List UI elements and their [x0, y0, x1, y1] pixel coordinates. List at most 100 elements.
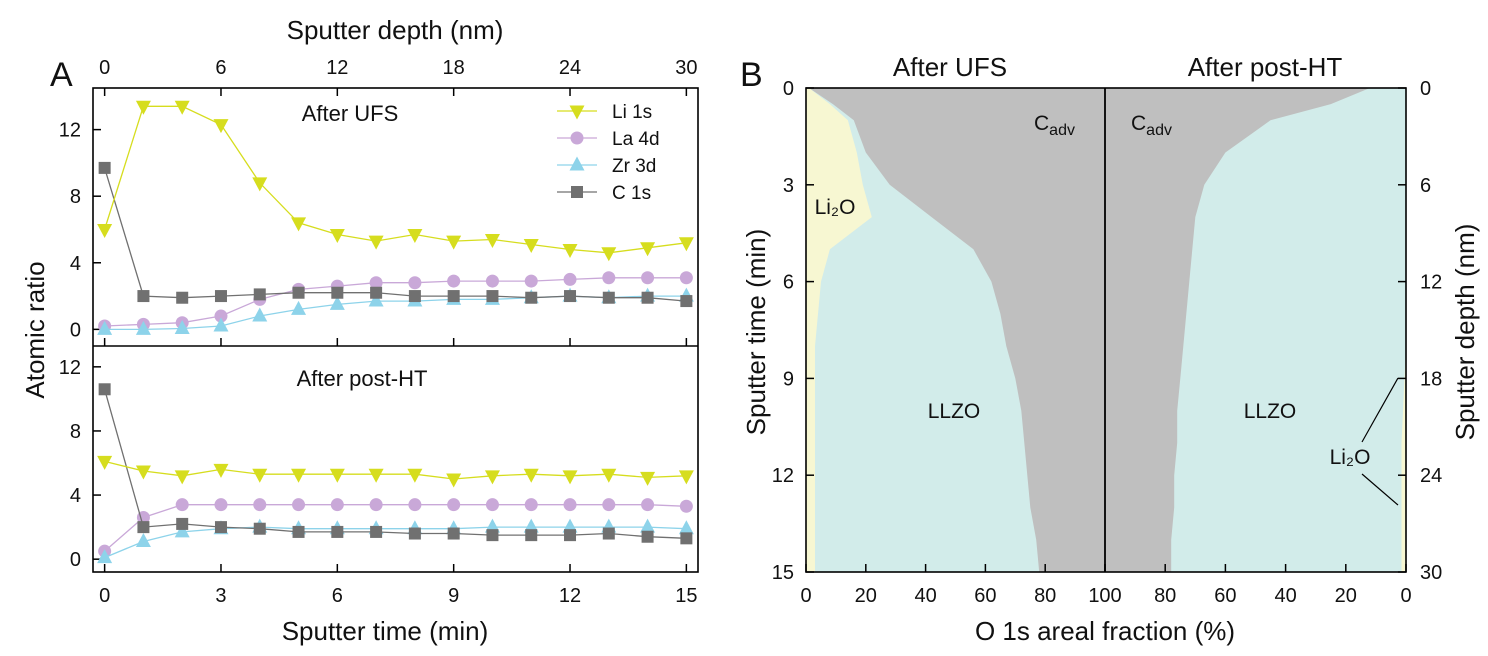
a-ufs-li-1s-point: [135, 100, 151, 115]
a-ufs-li-1s-point: [484, 233, 500, 248]
b-ytick-right-label-6: 6: [1420, 175, 1431, 197]
a-ufs-li-1s-point: [678, 237, 694, 252]
a-ylabel: Atomic ratio: [20, 261, 50, 398]
a-posthb-li-1s-point: [174, 470, 190, 485]
a-ufs-zr-3d-point: [174, 320, 190, 335]
a-posthb-c-1s-point: [98, 383, 111, 396]
a-ufs-c-1s-point: [253, 288, 266, 301]
b-posthb-li2o-label: Li₂O: [1330, 446, 1371, 469]
b-xtick-center-label-100: 100: [1088, 585, 1121, 607]
a-ufs-c-1s-point: [176, 291, 189, 304]
a-posthb-c-1s-point: [176, 517, 189, 530]
b-li2o-leader-bottom: [1361, 473, 1399, 506]
a-ufs-zr-3d-line: [104, 295, 687, 331]
a-posthb-c-1s-line: [103, 389, 687, 539]
a-ufs-ytick-label-0: 0: [70, 319, 81, 341]
a-posthb-la-4d-point: [369, 498, 383, 512]
a-ufs-li-1s-point: [562, 243, 578, 258]
a-ufs-la-4d-point: [485, 274, 499, 288]
a-panel-letter: A: [50, 56, 73, 94]
a-xtick-label-9: 9: [448, 585, 459, 607]
b-ytick-right-label-24: 24: [1420, 465, 1442, 487]
b-ytick-right-label-0: 0: [1420, 78, 1431, 100]
b-xtick-posthb-label-0: 0: [1400, 585, 1411, 607]
a-ufs-zr-3d-point: [135, 320, 151, 335]
a-ufs-c-1s-point: [680, 295, 693, 308]
b-ylabel-right: Sputter depth (nm): [1450, 224, 1480, 441]
a-ufs-c-1s-point: [641, 291, 654, 304]
a-top-xtick-label-6: 6: [215, 57, 226, 79]
a-ufs-li-1s-point: [252, 177, 268, 192]
a-posthb-c-1s-point: [370, 525, 383, 538]
a-ufs-la-4d-point: [641, 271, 655, 285]
a-ufs-la-4d-point: [563, 272, 577, 286]
a-posthb-zr-3d-point: [174, 523, 190, 538]
a-ufs-c-1s-line: [103, 167, 687, 302]
a-posthb-li-1s-point: [562, 470, 578, 485]
b-xtick-posthb-label-60: 60: [1214, 585, 1236, 607]
a-ufs-li-1s-point: [291, 217, 307, 232]
b-ytick-left-label-9: 9: [783, 368, 794, 390]
a-posthb-c-1s-point: [564, 529, 577, 542]
a-posthb-li-1s-point: [407, 468, 423, 483]
b-ufs-cadv-label-sub: adv: [1049, 122, 1075, 139]
a-posthb-la-4d-point: [447, 498, 461, 512]
a-legend-zr-3d-marker: [569, 156, 585, 171]
a-xlabel: Sputter time (min): [282, 616, 489, 646]
a-ufs-c-1s-point: [447, 290, 460, 303]
b-panel-letter: B: [740, 56, 763, 94]
b-ytick-left-label-3: 3: [783, 175, 794, 197]
a-posthb-li-1s-point: [368, 468, 384, 483]
b-ufs-llzo-label: LLZO: [928, 400, 981, 423]
b-xtick-posthb-label-20: 20: [1335, 585, 1357, 607]
a-ufs-c-1s-point: [408, 290, 421, 303]
b-ytick-right-label-18: 18: [1420, 368, 1442, 390]
a-xtick-label-6: 6: [332, 585, 343, 607]
a-frame: [92, 87, 699, 573]
a-legend-c-1s-marker: [571, 186, 583, 198]
b-posthb-cadv-label-main: C: [1131, 112, 1146, 135]
a-posthb-ytick-label-8: 8: [70, 421, 81, 443]
b-xtick-posthb-label-40: 40: [1274, 585, 1296, 607]
a-posthb-li-1s-point: [484, 470, 500, 485]
a-posthb-c-1s-point: [331, 525, 344, 538]
a-posthb-zr-3d-point: [135, 533, 151, 548]
b-ufs-cadv-label-main: C: [1034, 112, 1049, 135]
a-ufs-c-1s-point: [564, 290, 577, 303]
a-ufs-ytick-label-4: 4: [70, 253, 81, 275]
b-ytick-right-label-30: 30: [1420, 562, 1442, 584]
a-posthb-la-4d-point: [641, 498, 655, 512]
a-posthb-li-1s-point: [213, 463, 229, 478]
a-posthb-ytick-label-4: 4: [70, 485, 81, 507]
a-ufs-zr-3d-point: [368, 292, 384, 307]
a-posthb-zr-3d-point: [523, 518, 539, 533]
a-posthb-c-1s-point: [214, 521, 227, 534]
a-posthb-zr-3d-point: [562, 518, 578, 533]
a-posthb-la-4d-point: [253, 498, 267, 512]
a-posthb-title: After post-HT: [297, 366, 428, 391]
a-posthb-li-1s-point: [252, 468, 268, 483]
a-legend-la-4d-marker: [570, 131, 584, 145]
b-ufs-li2o-label: Li₂O: [815, 196, 856, 219]
a-posthb-c-1s-point: [525, 529, 538, 542]
a-posthb-li-1s-line: [104, 460, 687, 480]
a-ufs-ytick-label-12: 12: [59, 120, 81, 142]
b-posthb-cadv-label-sub: adv: [1146, 122, 1172, 139]
a-ufs-c-1s-point: [98, 161, 111, 174]
a-ufs-li-1s-point: [329, 228, 345, 243]
a-ufs-zr-3d-point: [329, 295, 345, 310]
b-title-posthb: After post-HT: [1188, 52, 1343, 82]
a-ufs-li-1s-line: [103, 105, 687, 254]
b-xtick-ufs-label-0: 0: [800, 585, 811, 607]
b-posthb-llzo-label: LLZO: [1244, 400, 1297, 423]
a-posthb-li-1s-point: [97, 455, 113, 470]
a-ufs-la-4d-point: [602, 271, 616, 285]
a-ufs-c-1s-point: [525, 291, 538, 304]
a-posthb-ytick-label-0: 0: [70, 549, 81, 571]
a-ufs-c-1s-point: [214, 290, 227, 303]
a-ufs-zr-3d-point: [291, 300, 307, 315]
b-ytick-left-label-12: 12: [772, 465, 794, 487]
a-posthb-li-1s-point: [135, 465, 151, 480]
a-ufs-li-1s-point: [601, 247, 617, 262]
